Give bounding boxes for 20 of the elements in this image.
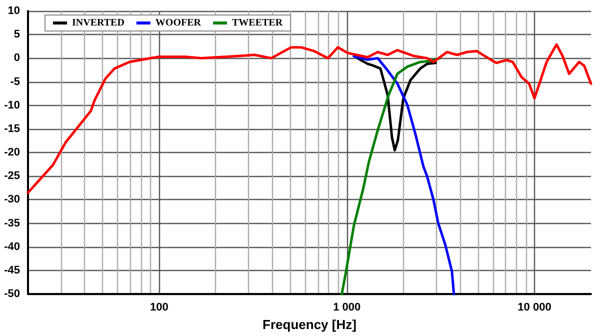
x-tick-label: 100 <box>150 302 168 314</box>
legend-label: WOOFER <box>155 18 202 28</box>
y-tick-label: 0 <box>14 52 20 64</box>
y-tick-label: -15 <box>4 122 20 135</box>
legend-label: TWEETER <box>232 18 284 28</box>
y-tick-label: -45 <box>4 264 20 277</box>
y-tick-label: -50 <box>4 288 20 300</box>
y-tick-label: -25 <box>4 170 20 182</box>
x-tick-label: 10 000 <box>518 302 552 314</box>
y-tick-label: 10 <box>8 5 20 17</box>
y-tick-label: 5 <box>14 28 20 41</box>
y-tick-label: -10 <box>4 99 20 112</box>
x-tick-label: 1 000 <box>333 302 361 314</box>
y-tick-label: -20 <box>4 146 20 159</box>
legend-label: INVERTED <box>72 18 124 28</box>
y-tick-label: -30 <box>4 194 20 206</box>
x-axis-title: Frequency [Hz] <box>262 317 356 332</box>
y-tick-label: -35 <box>4 217 20 230</box>
y-tick-label: -5 <box>10 76 20 88</box>
y-tick-label: -40 <box>4 240 20 253</box>
